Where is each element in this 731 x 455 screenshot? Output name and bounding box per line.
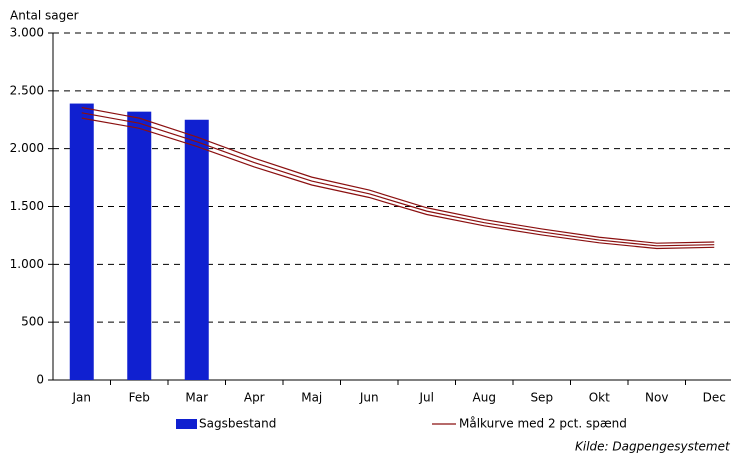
x-tick-label: Dec: [703, 391, 726, 405]
target-line: [81, 117, 715, 250]
source: Kilde: Dagpengesystemet: [575, 440, 731, 454]
x-tick-label: Okt: [589, 391, 610, 405]
bar: [127, 111, 152, 381]
bar: [69, 103, 94, 380]
x-tick-label: Apr: [244, 391, 265, 405]
y-tick-label: 1.000: [10, 257, 44, 271]
x-tick-label: Jul: [419, 391, 434, 405]
bar: [184, 119, 209, 380]
x-tick-label: Nov: [645, 391, 668, 405]
legend-swatch: [176, 419, 197, 429]
target-line: [81, 112, 715, 247]
y-tick-label: 500: [21, 315, 44, 329]
x-tick-label: Maj: [301, 391, 322, 405]
x-tick-label: Mar: [185, 391, 208, 405]
y-tick-label: 0: [36, 373, 44, 387]
x-tick-label: Jun: [359, 391, 379, 405]
x-tick-label: Feb: [129, 391, 150, 405]
x-tick-label: Aug: [473, 391, 496, 405]
y-tick-label: 1.500: [10, 199, 44, 213]
x-tick-label: Sep: [530, 391, 553, 405]
y-axis-label: Antal sager: [10, 9, 79, 23]
target-line: [81, 106, 715, 244]
y-tick-label: 2.500: [10, 83, 44, 97]
legend-label: Sagsbestand: [199, 417, 276, 431]
y-tick-label: 3.000: [10, 26, 44, 40]
y-tick-label: 2.000: [10, 141, 44, 155]
x-tick-label: Jan: [72, 391, 92, 405]
legend-label: Målkurve med 2 pct. spænd: [459, 417, 627, 431]
